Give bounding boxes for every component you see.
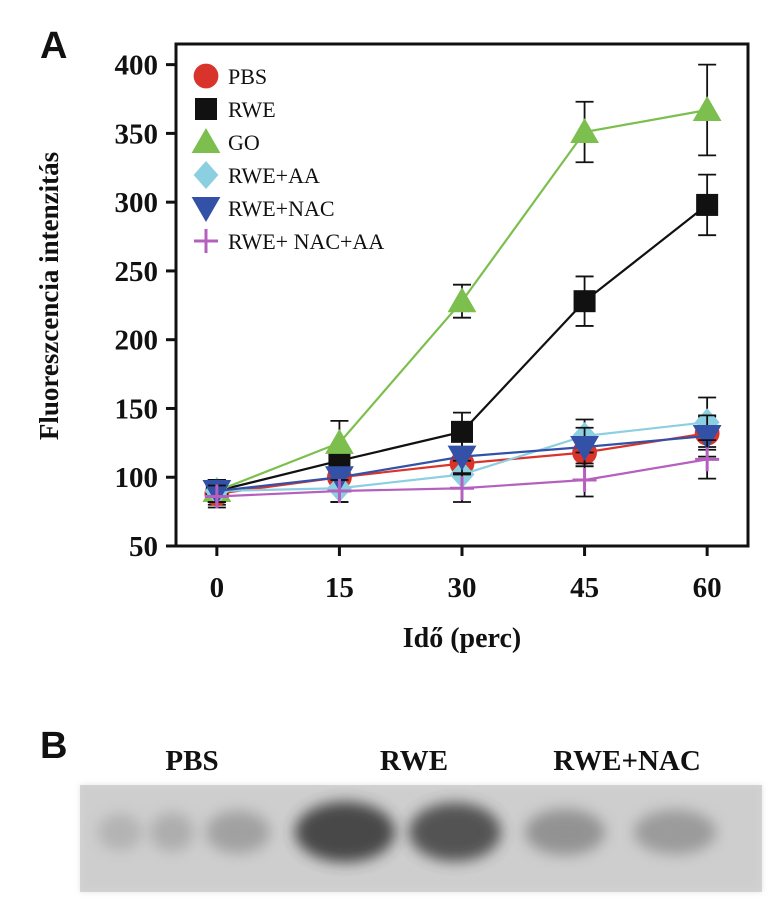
data-point [692, 424, 722, 450]
data-point [573, 290, 596, 313]
data-point [447, 287, 477, 313]
y-tick-label: 250 [115, 256, 159, 288]
y-tick-label: 300 [115, 187, 159, 219]
legend-marker [191, 197, 221, 222]
y-tick-label: 200 [115, 325, 159, 357]
data-point [450, 476, 474, 501]
data-point [327, 478, 352, 503]
legend-label: RWE+AA [228, 163, 320, 188]
y-axis-label: Fluoreszcencia intenzitás [34, 152, 64, 440]
blot-band [634, 809, 716, 855]
blot-label-rwe-nac: RWE+NAC [553, 745, 701, 777]
legend: PBS RWE GO RWE+AA RWE+NAC RWE+ NAC+AA [191, 63, 384, 254]
series-layer [202, 63, 722, 509]
panel-b-label: B [40, 725, 67, 767]
blot-band [295, 801, 395, 863]
x-axis: 0 15 30 45 60 [210, 546, 722, 604]
legend-marker [193, 63, 219, 89]
data-point [447, 445, 477, 471]
blot-band [409, 802, 501, 862]
data-point [325, 428, 354, 454]
x-tick-label: 15 [325, 572, 354, 604]
data-point [695, 447, 720, 472]
data-point [570, 435, 599, 461]
y-tick-label: 400 [115, 50, 159, 82]
legend-marker [194, 229, 218, 253]
legend-marker [191, 128, 221, 153]
blot-label-pbs: PBS [165, 745, 218, 777]
data-point [572, 467, 597, 492]
x-axis-label: Idő (perc) [403, 623, 521, 654]
data-point [570, 118, 599, 144]
blot-band [98, 813, 142, 851]
x-tick-label: 0 [210, 572, 225, 604]
blot-band [525, 809, 605, 855]
legend-label: GO [228, 130, 260, 155]
data-point [325, 466, 354, 492]
data-point [692, 96, 722, 122]
x-tick-label: 30 [448, 572, 477, 604]
data-point [451, 420, 473, 443]
legend-marker [193, 161, 219, 189]
legend-marker [195, 98, 217, 120]
y-axis: 50 100 150 200 250 300 350 400 [115, 50, 176, 563]
legend-label: PBS [228, 64, 267, 89]
legend-label: RWE [228, 97, 276, 122]
x-tick-label: 45 [570, 572, 599, 604]
y-tick-label: 50 [129, 531, 158, 563]
x-tick-label: 60 [693, 572, 722, 604]
y-tick-label: 350 [115, 118, 159, 150]
y-tick-label: 100 [115, 462, 159, 494]
legend-label: RWE+NAC [228, 196, 335, 221]
series-rwe-nac-aa [204, 439, 720, 509]
panel-a-label: A [40, 25, 67, 67]
y-tick-label: 150 [115, 393, 159, 425]
data-point [204, 484, 229, 509]
blot-band [150, 812, 194, 852]
blot-band [206, 810, 270, 854]
blot-bands [98, 801, 716, 863]
blot-label-rwe: RWE [380, 745, 448, 777]
legend-label: RWE+ NAC+AA [228, 229, 384, 254]
data-point [696, 193, 719, 216]
